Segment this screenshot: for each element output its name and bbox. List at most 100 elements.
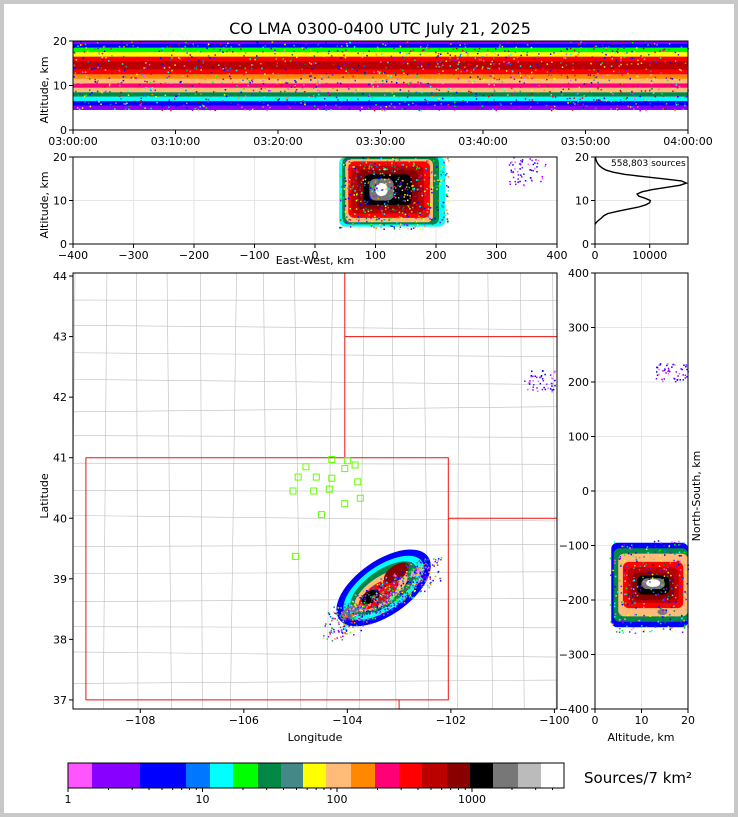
time-height-speckle [74, 82, 76, 85]
ns-speckle [666, 598, 669, 600]
time-height-speckle [109, 91, 111, 93]
plan-speckle [385, 594, 388, 596]
ew-speckle [444, 158, 447, 160]
time-height-speckle [561, 66, 564, 68]
time-height-speckle [516, 56, 519, 58]
ew-speckle [446, 172, 448, 175]
plan-speckle [378, 598, 381, 601]
ew-speckle [401, 159, 403, 162]
ns-speckle [686, 376, 688, 378]
time-height-speckle [550, 94, 552, 96]
ew-speckle [392, 190, 395, 192]
plan-speckle [418, 576, 420, 578]
time-height-speckle [459, 55, 461, 58]
ns-speckle [669, 614, 671, 616]
plan-speckle [352, 626, 354, 628]
time-height-speckle [530, 106, 532, 108]
colorbar: 1 10 100 1000 [65, 762, 565, 806]
time-height-speckle [202, 61, 204, 64]
time-height-speckle [674, 109, 676, 112]
ew-speckle [365, 204, 368, 206]
plan-speckle [384, 601, 386, 603]
time-height-speckle [608, 79, 610, 81]
plan-view-xlabel: Longitude [288, 731, 343, 744]
plan-speckle [382, 593, 385, 596]
plan-speckle [544, 388, 547, 391]
time-height-speckle [316, 83, 318, 86]
time-height-speckle [94, 48, 96, 50]
time-height-speckle [174, 64, 176, 66]
time-height-speckle [631, 90, 633, 93]
time-height-speckle [666, 79, 669, 82]
time-height-speckle [264, 45, 267, 47]
time-height-speckle [283, 49, 286, 51]
plan-speckle [397, 601, 400, 603]
time-height-speckle [101, 52, 104, 55]
plan-speckle [399, 591, 401, 593]
ew-speckle [417, 179, 420, 181]
ew-speckle [341, 162, 343, 164]
time-height-speckle [223, 105, 226, 108]
time-height-speckle [530, 46, 533, 49]
time-height-speckle [661, 93, 663, 95]
plan-speckle [403, 599, 405, 601]
time-height-speckle [662, 95, 665, 97]
time-height-speckle [470, 91, 472, 94]
ns-speckle [664, 615, 667, 617]
time-height-speckle [254, 58, 256, 61]
time-height-speckle [228, 51, 231, 54]
plan-speckle [425, 576, 427, 579]
time-height-speckle [173, 51, 175, 54]
time-height-speckle [133, 100, 136, 103]
time-height-speckle [637, 75, 639, 78]
ew-speckle [400, 223, 402, 226]
time-height-speckle [345, 70, 347, 72]
time-height-speckle [209, 108, 211, 111]
time-height-speckle [562, 93, 564, 95]
ew-speckle [390, 187, 393, 189]
plan-speckle [536, 390, 539, 392]
time-height-speckle [460, 65, 462, 67]
plan-speckle [424, 590, 426, 593]
time-height-speckle [377, 48, 380, 51]
time-height-speckle [375, 53, 378, 56]
county-boundary [73, 515, 557, 522]
plan-speckle [338, 631, 340, 633]
time-height-speckle [475, 66, 477, 69]
time-height-speckle [351, 68, 353, 70]
time-height-speckle [436, 61, 438, 63]
time-height-speckle [252, 78, 255, 80]
time-height-speckle [162, 66, 164, 68]
time-height-speckle [315, 86, 317, 88]
time-height-speckle [588, 77, 591, 80]
ew-speckle [512, 176, 515, 179]
time-height-speckle [390, 66, 392, 69]
ns-speckle [681, 621, 684, 623]
time-height-speckle [75, 59, 78, 61]
plan-speckle [412, 589, 415, 591]
plan-speckle [394, 585, 397, 588]
time-height-speckle [380, 61, 382, 63]
ns-speckle [629, 547, 631, 549]
colorbar-tick: 100 [327, 793, 348, 806]
time-height-speckle [590, 91, 592, 93]
plan-speckle [403, 602, 406, 604]
ns-speckle [629, 631, 631, 633]
plan-speckle [424, 560, 426, 562]
time-height-speckle [149, 82, 152, 84]
time-height-speckle [488, 83, 490, 86]
time-height-speckle [505, 56, 507, 59]
ew-speckle [415, 221, 418, 223]
time-height-speckle [229, 75, 231, 78]
ew-speckle [395, 196, 397, 199]
time-height-speckle [572, 69, 574, 71]
ew-speckle [410, 190, 413, 192]
plan-speckle [346, 617, 348, 620]
time-height-speckle [380, 106, 382, 109]
ns-speckle [633, 567, 635, 569]
time-height-speckle [195, 91, 198, 93]
time-height-speckle [498, 63, 501, 65]
time-height-speckle [291, 54, 294, 56]
time-height-speckle [600, 61, 602, 63]
time-height-speckle [261, 67, 263, 70]
